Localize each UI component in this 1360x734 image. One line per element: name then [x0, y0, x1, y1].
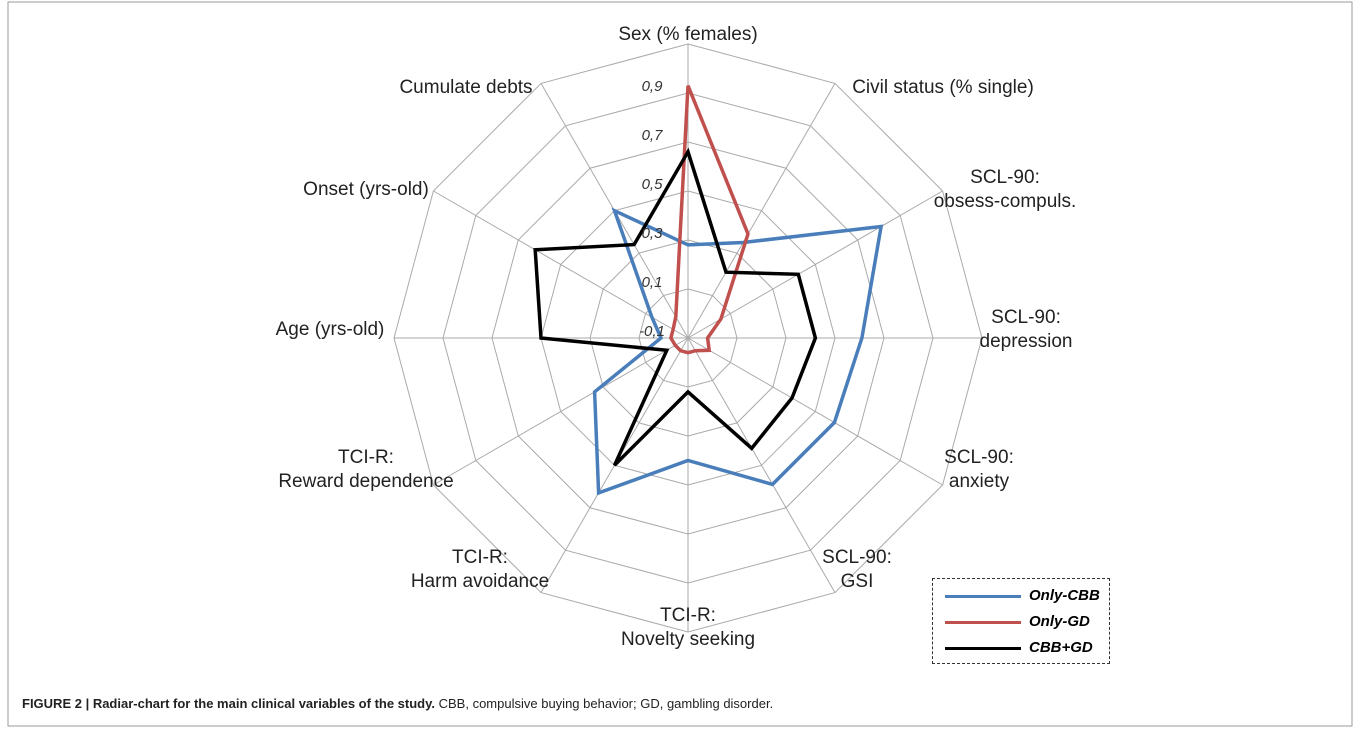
category-label: SCL-90: GSI	[822, 547, 892, 592]
legend: Only-CBB Only-GD CBB+GD	[932, 578, 1110, 664]
grid-ring	[589, 239, 787, 437]
category-label: SCL-90: obsess-compuls.	[933, 167, 1077, 212]
caption: FIGURE 2 | Radiar-chart for the main cli…	[22, 696, 773, 711]
series-line	[669, 85, 750, 355]
frame	[7, 1, 1353, 727]
category-label: Age (yrs-old)	[275, 319, 385, 340]
series-line	[592, 207, 884, 496]
caption-bold: FIGURE 2 | Radiar-chart for the main cli…	[22, 696, 435, 711]
tick-label: -0,1	[639, 323, 665, 340]
legend-swatch	[945, 595, 1021, 598]
legend-swatch	[945, 621, 1021, 624]
grid-ring	[540, 190, 836, 486]
tick-label: 0,7	[642, 127, 664, 144]
category-label: TCI-R: Novelty seeking	[620, 605, 756, 650]
legend-entry: Only-GD	[941, 610, 1106, 634]
tick-label: 0,1	[642, 274, 663, 291]
grid-ring	[491, 141, 885, 535]
category-label: Sex (% females)	[618, 24, 758, 45]
legend-entry: Only-CBB	[941, 584, 1106, 608]
legend-label: Only-GD	[1029, 613, 1090, 630]
tick-label: 0,3	[642, 225, 664, 242]
category-label: TCI-R: Harm avoidance	[410, 547, 550, 592]
caption-text: CBB, compulsive buying behavior; GD, gam…	[438, 696, 774, 711]
category-label: Onset (yrs-old)	[303, 179, 429, 200]
grid-ring	[442, 92, 934, 584]
category-label: Civil status (% single)	[852, 77, 1034, 98]
category-label: SCL-90: depression	[979, 307, 1073, 352]
legend-label: CBB+GD	[1029, 639, 1093, 656]
legend-entry: CBB+GD	[941, 636, 1106, 660]
category-label: SCL-90: anxiety	[944, 447, 1014, 492]
legend-label: Only-CBB	[1029, 587, 1100, 604]
grid-ring	[638, 288, 738, 388]
tick-label: 0,5	[642, 176, 664, 193]
category-label: Cumulate debts	[399, 77, 533, 98]
series-line	[533, 147, 818, 467]
tick-label: 0,9	[642, 78, 664, 95]
legend-swatch	[945, 647, 1021, 650]
category-label: TCI-R: Reward dependence	[278, 447, 454, 492]
